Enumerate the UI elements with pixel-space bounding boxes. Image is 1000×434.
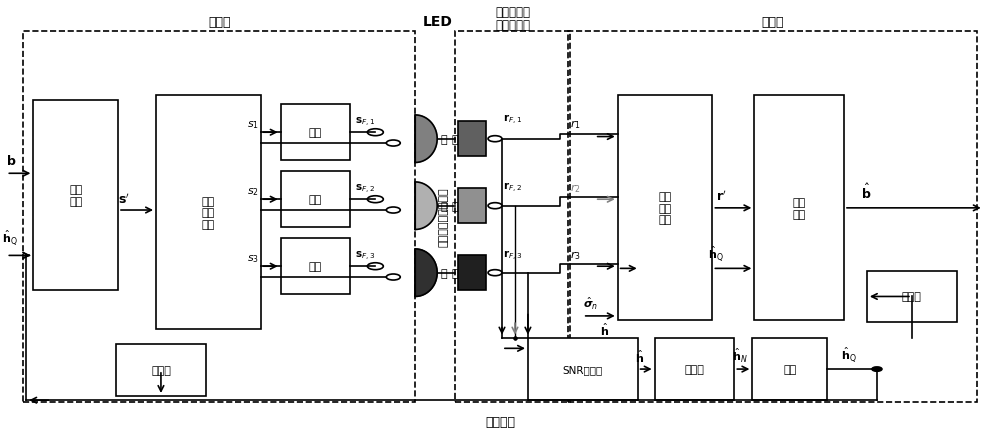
Text: 光电检测器: 光电检测器	[495, 19, 530, 32]
Text: $\mathbf{s}'$: $\mathbf{s}'$	[118, 192, 130, 206]
Text: 缓存器: 缓存器	[902, 292, 922, 302]
Text: 蓝: 蓝	[451, 268, 458, 278]
Text: 发射
处理
模块: 发射 处理 模块	[202, 196, 215, 229]
Text: $\hat{\mathbf{b}}$: $\hat{\mathbf{b}}$	[861, 183, 871, 202]
Text: 帧头: 帧头	[309, 262, 322, 272]
FancyBboxPatch shape	[754, 96, 844, 320]
Circle shape	[386, 141, 400, 147]
Circle shape	[386, 207, 400, 214]
Text: LED: LED	[423, 16, 453, 30]
FancyBboxPatch shape	[655, 338, 734, 400]
Text: $\mathbf{r}_{F,2}$: $\mathbf{r}_{F,2}$	[503, 180, 522, 194]
Text: 归一化: 归一化	[685, 364, 704, 374]
FancyBboxPatch shape	[281, 172, 350, 228]
Text: 接收
处理
模块: 接收 处理 模块	[658, 192, 672, 225]
Text: 反馈信道: 反馈信道	[485, 415, 515, 428]
Circle shape	[872, 367, 882, 372]
Text: 绿: 绿	[451, 201, 458, 211]
Text: $\hat{\mathbf{h}}$: $\hat{\mathbf{h}}$	[600, 320, 609, 337]
Text: $\hat{\mathbf{h}}_\mathrm{Q}$: $\hat{\mathbf{h}}_\mathrm{Q}$	[2, 228, 18, 247]
FancyBboxPatch shape	[281, 239, 350, 295]
Text: 红: 红	[440, 135, 447, 145]
FancyBboxPatch shape	[752, 338, 827, 400]
Text: 光学滤镜和: 光学滤镜和	[495, 6, 530, 19]
Text: $\hat{\mathbf{h}}_\mathrm{Q}$: $\hat{\mathbf{h}}_\mathrm{Q}$	[841, 345, 857, 365]
Text: 帧头: 帧头	[309, 195, 322, 205]
Text: $\hat{\boldsymbol{\sigma}}_n$: $\hat{\boldsymbol{\sigma}}_n$	[583, 295, 598, 311]
Circle shape	[488, 270, 502, 276]
Text: $s_1$: $s_1$	[247, 119, 259, 131]
Text: 缓存器: 缓存器	[151, 365, 171, 375]
Text: 蓝: 蓝	[440, 268, 447, 278]
Text: $\mathbf{s}_{F,1}$: $\mathbf{s}_{F,1}$	[355, 115, 376, 128]
Text: $\mathbf{r}_{F,3}$: $\mathbf{r}_{F,3}$	[503, 248, 522, 262]
Polygon shape	[415, 116, 437, 163]
Text: 神经
网络: 神经 网络	[793, 197, 806, 219]
Polygon shape	[415, 250, 437, 297]
FancyBboxPatch shape	[528, 338, 638, 400]
FancyBboxPatch shape	[156, 96, 261, 329]
Text: 神经
网络: 神经 网络	[69, 184, 82, 206]
Text: 帧头: 帧头	[309, 128, 322, 138]
FancyBboxPatch shape	[618, 96, 712, 320]
Text: $\mathbf{s}_{F,3}$: $\mathbf{s}_{F,3}$	[355, 249, 376, 262]
Text: $\hat{\mathbf{h}}$: $\hat{\mathbf{h}}$	[635, 348, 644, 365]
FancyBboxPatch shape	[458, 189, 486, 224]
Text: $\mathbf{r}_{F,1}$: $\mathbf{r}_{F,1}$	[503, 112, 522, 126]
FancyBboxPatch shape	[281, 105, 350, 161]
Text: $r_3$: $r_3$	[570, 249, 581, 261]
FancyBboxPatch shape	[458, 256, 486, 290]
Text: $\mathbf{s}_{F,2}$: $\mathbf{s}_{F,2}$	[355, 182, 375, 195]
Text: SNR估计器: SNR估计器	[563, 364, 603, 374]
Circle shape	[386, 274, 400, 280]
FancyBboxPatch shape	[33, 101, 118, 290]
Polygon shape	[415, 183, 437, 230]
FancyBboxPatch shape	[116, 344, 206, 396]
Text: 接收机: 接收机	[761, 16, 783, 30]
Circle shape	[488, 136, 502, 142]
Text: 水下可见光通信信道: 水下可见光通信信道	[438, 187, 448, 247]
Text: $\hat{\mathbf{h}}_N$: $\hat{\mathbf{h}}_N$	[732, 346, 747, 365]
Text: $\mathbf{r}'$: $\mathbf{r}'$	[716, 189, 727, 203]
Circle shape	[488, 203, 502, 209]
Text: $\hat{\mathbf{h}}_\mathrm{Q}$: $\hat{\mathbf{h}}_\mathrm{Q}$	[708, 244, 723, 263]
Text: $r_2$: $r_2$	[570, 182, 581, 194]
Text: 红: 红	[451, 135, 458, 145]
Text: $s_2$: $s_2$	[247, 186, 259, 197]
FancyBboxPatch shape	[458, 122, 486, 157]
Text: 绿: 绿	[440, 201, 447, 211]
FancyBboxPatch shape	[867, 271, 957, 322]
Text: $\mathbf{b}$: $\mathbf{b}$	[6, 154, 17, 168]
Text: $s_3$: $s_3$	[247, 253, 259, 264]
Text: 发射机: 发射机	[208, 16, 231, 30]
Text: 量化: 量化	[783, 364, 796, 374]
Text: $r_1$: $r_1$	[570, 118, 581, 131]
